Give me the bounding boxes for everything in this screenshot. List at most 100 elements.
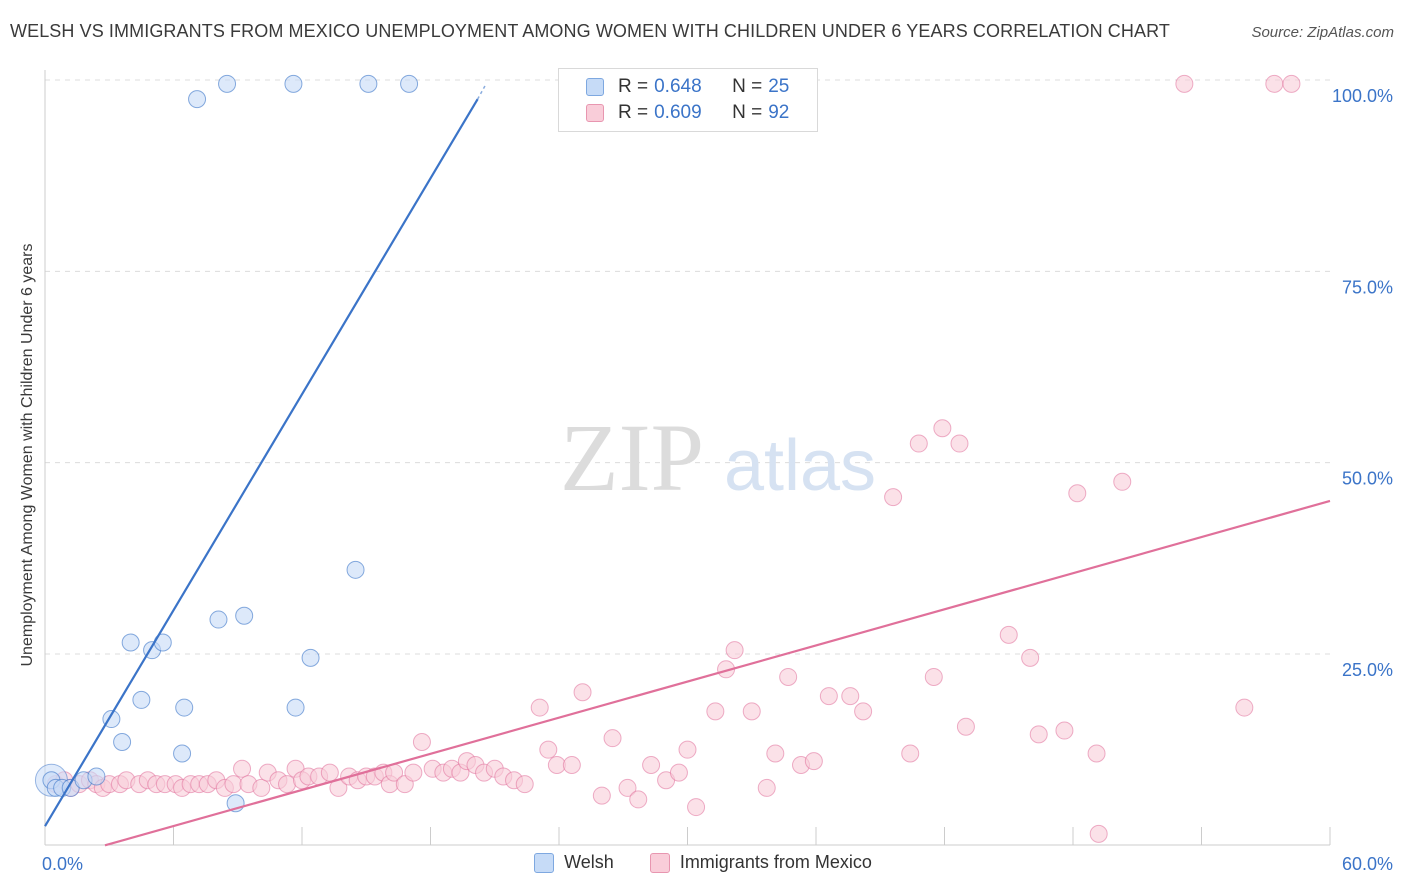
- mexico-point: [999, 625, 1018, 644]
- stats-legend-box: R = 0.648 N = 25 R = 0.609 N = 92: [558, 68, 818, 132]
- stats-row-mexico: R = 0.609 N = 92: [559, 100, 789, 126]
- welsh-point: [87, 767, 106, 786]
- welsh-point: [400, 74, 419, 93]
- mexico-point: [603, 729, 622, 748]
- mexico-point: [573, 683, 592, 702]
- legend-item-welsh[interactable]: Welsh: [534, 852, 614, 873]
- mexico-point: [539, 740, 558, 759]
- chart-title: WELSH VS IMMIGRANTS FROM MEXICO UNEMPLOY…: [10, 21, 1170, 41]
- welsh-point: [235, 606, 254, 625]
- mexico-point: [320, 763, 339, 782]
- mexico-point: [252, 778, 271, 797]
- welsh-point: [175, 698, 194, 717]
- mexico-point: [757, 778, 776, 797]
- mexico-point: [1055, 721, 1074, 740]
- welsh-point: [113, 733, 132, 752]
- welsh-point: [359, 74, 378, 93]
- welsh-r-value: 0.648: [654, 76, 702, 97]
- mexico-point: [742, 702, 761, 721]
- legend-welsh-label: Welsh: [564, 852, 614, 872]
- mexico-point: [1282, 74, 1301, 93]
- mexico-r-value: 0.609: [654, 102, 702, 123]
- mexico-n-label: N =: [732, 102, 763, 123]
- mexico-point: [901, 744, 920, 763]
- welsh-points: [34, 74, 419, 813]
- mexico-point: [779, 667, 798, 686]
- tick-labels: 25.0% 50.0% 75.0% 100.0% 0.0% 60.0%: [42, 86, 1393, 874]
- mexico-point: [725, 641, 744, 660]
- mexico-point: [592, 786, 611, 805]
- trend-lines: [44, 83, 1331, 847]
- welsh-point: [284, 74, 303, 93]
- mexico-point: [618, 778, 637, 797]
- mexico-trend-line: [104, 499, 1331, 847]
- mexico-point: [841, 687, 860, 706]
- mexico-point: [1089, 824, 1108, 843]
- mexico-r-label: R =: [618, 102, 649, 123]
- mexico-point: [547, 755, 566, 774]
- mexico-point: [956, 717, 975, 736]
- y-tick-label: 100.0%: [1332, 86, 1393, 106]
- welsh-trend-line: [44, 98, 479, 827]
- welsh-r-label: R =: [618, 76, 649, 97]
- x-tick-label: 60.0%: [1342, 854, 1393, 874]
- axes: [44, 70, 1331, 846]
- x-tick-label: 0.0%: [42, 854, 83, 874]
- mexico-point: [933, 419, 952, 438]
- mexico-point: [669, 763, 688, 782]
- source-label: Source: ZipAtlas.com: [1251, 24, 1394, 41]
- chart-legend: Welsh Immigrants from Mexico: [0, 852, 1406, 873]
- mexico-point: [642, 755, 661, 774]
- watermark-zip: ZIP: [560, 404, 704, 511]
- mexico-point: [629, 790, 648, 809]
- y-tick-label: 25.0%: [1342, 660, 1393, 680]
- mexico-point: [1235, 698, 1254, 717]
- watermark: ZIP atlas: [560, 404, 876, 511]
- stats-row-welsh: R = 0.648 N = 25: [559, 74, 789, 100]
- welsh-point: [121, 633, 140, 652]
- welsh-n-label: N =: [732, 76, 763, 97]
- welsh-point: [346, 560, 365, 579]
- welsh-swatch: [586, 78, 604, 96]
- welsh-n-value: 25: [768, 76, 790, 97]
- mexico-point: [706, 702, 725, 721]
- mexico-point: [412, 733, 431, 752]
- gridlines: [45, 79, 1330, 655]
- mexico-point: [530, 698, 549, 717]
- mexico-point: [804, 752, 823, 771]
- mexico-point: [884, 488, 903, 507]
- mexico-point: [224, 775, 243, 794]
- welsh-point: [132, 690, 151, 709]
- legend-welsh-swatch: [534, 852, 555, 873]
- mexico-point: [678, 740, 697, 759]
- mexico-n-value: 92: [768, 102, 790, 123]
- mexico-point: [1021, 648, 1040, 667]
- mexico-point: [819, 687, 838, 706]
- mexico-points: [46, 74, 1301, 843]
- mexico-point: [562, 755, 581, 774]
- mexico-point: [1175, 74, 1194, 93]
- mexico-point: [1265, 74, 1284, 93]
- welsh-point: [188, 90, 207, 109]
- mexico-point: [515, 775, 534, 794]
- mexico-point: [1087, 744, 1106, 763]
- mexico-swatch: [586, 104, 604, 122]
- welsh-point: [218, 74, 237, 93]
- mexico-point: [278, 775, 297, 794]
- mexico-point: [1113, 472, 1132, 491]
- watermark-atlas: atlas: [724, 426, 876, 506]
- legend-item-mexico[interactable]: Immigrants from Mexico: [649, 852, 872, 873]
- legend-mexico-swatch: [649, 852, 670, 873]
- mexico-point: [950, 434, 969, 453]
- welsh-point: [301, 648, 320, 667]
- mexico-point: [766, 744, 785, 763]
- mexico-point: [687, 798, 706, 817]
- welsh-point: [286, 698, 305, 717]
- mexico-point: [404, 763, 423, 782]
- welsh-point: [209, 610, 228, 629]
- y-tick-label: 75.0%: [1342, 277, 1393, 297]
- mexico-point: [909, 434, 928, 453]
- welsh-trend-extension: [476, 83, 487, 100]
- mexico-point: [233, 759, 252, 778]
